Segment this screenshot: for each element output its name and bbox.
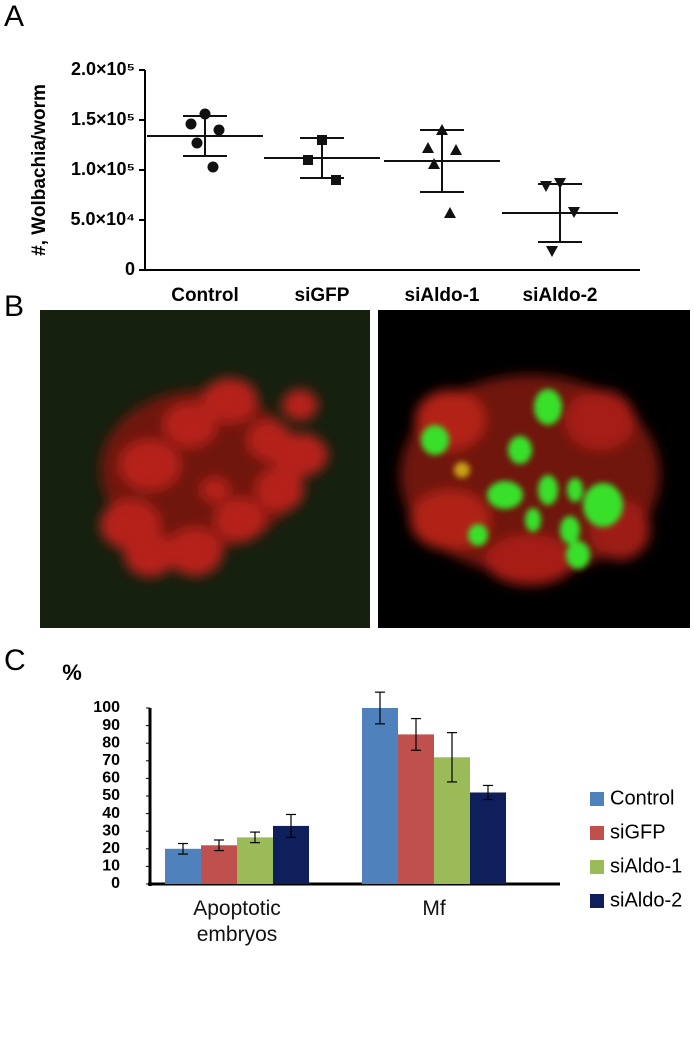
micrograph-left	[40, 310, 370, 628]
y-tick-label: 70	[102, 752, 120, 769]
legend-label: Control	[610, 787, 674, 809]
y-tick-label: 100	[93, 699, 120, 716]
y-axis-label: %	[62, 660, 82, 685]
y-axis-label: #, Wolbachia/worm	[29, 84, 50, 256]
y-tick-label: 0	[125, 259, 135, 279]
data-point	[422, 142, 434, 153]
data-point	[199, 108, 211, 120]
y-tick-label: 0	[111, 875, 120, 892]
panel-label: C	[4, 644, 26, 677]
data-point	[303, 155, 313, 165]
data-point	[191, 137, 203, 149]
x-tick-label: siGFP	[295, 285, 350, 306]
legend-label: siAldo-1	[610, 855, 682, 877]
legend-swatch	[590, 826, 604, 840]
data-point	[450, 144, 462, 155]
bar	[201, 845, 237, 884]
y-tick-label: 40	[102, 805, 120, 822]
legend-swatch	[590, 894, 604, 908]
y-tick-label: 90	[102, 717, 120, 734]
bar	[362, 708, 398, 884]
y-tick-label: 20	[102, 840, 120, 857]
legend-label: siGFP	[610, 821, 666, 843]
legend-swatch	[590, 792, 604, 806]
data-point	[213, 124, 225, 136]
micrograph-right	[378, 310, 690, 628]
data-point	[317, 135, 327, 145]
data-point	[331, 175, 341, 185]
y-tick-label: 30	[102, 822, 120, 839]
bar	[237, 837, 273, 884]
panel-label: B	[4, 290, 24, 323]
y-tick-label: 60	[102, 770, 120, 787]
x-tick-label: Control	[171, 285, 239, 306]
data-point	[436, 124, 448, 135]
y-tick-label: 1.0×10⁵	[71, 159, 135, 179]
y-tick-label: 2.0×10⁵	[71, 59, 135, 79]
data-point	[554, 178, 566, 189]
data-point	[185, 118, 197, 130]
legend-label: siAldo-2	[610, 889, 682, 911]
x-tick-label: Mf	[422, 897, 446, 920]
y-tick-label: 1.5×10⁵	[71, 109, 135, 129]
panel-label: A	[4, 0, 24, 33]
bar	[470, 792, 506, 884]
data-point	[444, 207, 456, 218]
legend-swatch	[590, 860, 604, 874]
data-point	[428, 158, 440, 169]
y-tick-label: 80	[102, 734, 120, 751]
data-point	[546, 246, 558, 257]
y-tick-label: 5.0×10⁴	[71, 209, 135, 229]
data-point	[207, 161, 219, 173]
bar	[398, 734, 434, 884]
x-tick-label: siAldo-1	[405, 285, 480, 306]
y-tick-label: 10	[102, 858, 120, 875]
x-tick-label: Apoptotic embryos	[193, 897, 281, 946]
data-point	[540, 181, 552, 192]
x-tick-label: siAldo-2	[523, 285, 598, 306]
data-point	[568, 207, 580, 218]
y-tick-label: 50	[102, 787, 120, 804]
